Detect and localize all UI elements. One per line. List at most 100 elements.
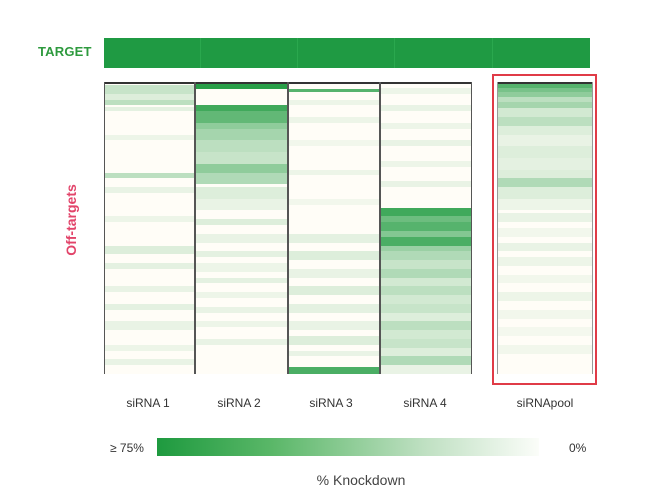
heatmap-band <box>289 321 379 331</box>
heatmap-band <box>105 216 194 223</box>
heatmap-band <box>381 365 471 374</box>
heatmap-band <box>196 172 287 185</box>
heatmap-band <box>498 92 592 97</box>
heatmap-column-sirna-4 <box>380 82 472 374</box>
heatmap-band <box>381 312 471 322</box>
heatmap-band <box>381 230 471 237</box>
heatmap-band <box>196 122 287 129</box>
heatmap-band <box>498 274 592 284</box>
heatmap-band <box>381 216 471 223</box>
heatmap-band <box>381 356 471 366</box>
heatmap-band <box>196 277 287 284</box>
heatmap-band <box>381 251 471 261</box>
heatmap-band <box>289 350 379 357</box>
heatmap-band <box>498 228 592 237</box>
heatmap-band <box>105 245 194 255</box>
heatmap-band <box>381 295 471 304</box>
heatmap-band <box>289 303 379 313</box>
heatmap-band <box>196 111 287 123</box>
heatmap-band <box>105 187 194 193</box>
heatmap-band <box>289 198 379 205</box>
heatmap-band <box>381 140 471 147</box>
heatmap-band <box>196 128 287 141</box>
heatmap-band <box>381 207 471 217</box>
heatmap-column-sirna-3 <box>288 82 380 374</box>
heatmap-band <box>196 105 287 112</box>
heatmap-band <box>498 178 592 188</box>
heatmap-band <box>381 338 471 348</box>
heatmap-band <box>381 222 471 231</box>
heatmap-band <box>498 87 592 93</box>
column-label-sirna-3: siRNA 3 <box>309 396 353 410</box>
heatmap-band <box>289 286 379 296</box>
heatmap-band <box>105 286 194 293</box>
heatmap-band <box>381 105 471 112</box>
heatmap-band <box>196 338 287 345</box>
heatmap-band <box>196 233 287 243</box>
heatmap-band <box>381 122 471 129</box>
heatmap-column-sirna-2 <box>195 82 288 374</box>
legend-min-label: ≥ 75% <box>110 441 144 455</box>
heatmap-band <box>498 292 592 301</box>
heatmap-band <box>381 286 471 296</box>
heatmap-band <box>498 117 592 126</box>
heatmap-band <box>498 242 592 252</box>
heatmap-band <box>105 99 194 106</box>
heatmap-band <box>498 327 592 337</box>
legend-title: % Knockdown <box>316 472 406 488</box>
heatmap-band <box>196 292 287 299</box>
legend-gradient-bar <box>157 438 539 456</box>
heatmap-band <box>196 163 287 173</box>
heatmap-band <box>196 152 287 164</box>
legend-max-label: 0% <box>569 441 587 455</box>
heatmap-band <box>381 181 471 188</box>
heatmap-band <box>289 140 379 147</box>
target-bar <box>104 38 590 68</box>
heatmap-band <box>105 263 194 269</box>
heatmap-band <box>289 233 379 243</box>
column-label-sirna-1: siRNA 1 <box>126 396 170 410</box>
heatmap-band <box>289 336 379 345</box>
heatmap-band <box>196 263 287 272</box>
heatmap-band <box>105 344 194 351</box>
heatmap-band <box>196 82 287 90</box>
column-label-sirnapool: siRNApool <box>516 396 574 410</box>
heatmap-band <box>498 187 592 199</box>
heatmap-band <box>498 83 592 88</box>
heatmap-band <box>289 169 379 176</box>
heatmap-band <box>105 106 194 112</box>
heatmap-band <box>105 172 194 179</box>
heatmap-band <box>289 268 379 278</box>
heatmap-band <box>498 257 592 266</box>
heatmap-band <box>498 157 592 170</box>
heatmap-band <box>105 93 194 100</box>
heatmap-band <box>381 303 471 313</box>
heatmap-band <box>289 117 379 123</box>
heatmap-band <box>196 140 287 153</box>
heatmap-band <box>105 321 194 331</box>
sirnapool-highlight-box <box>492 74 597 385</box>
heatmap-band <box>196 219 287 226</box>
heatmap-band <box>105 359 194 366</box>
heatmap-band <box>105 134 194 141</box>
heatmap-band <box>196 251 287 258</box>
offtargets-label: Off-targets <box>63 184 79 256</box>
heatmap-band <box>381 160 471 167</box>
heatmap-band <box>381 330 471 339</box>
heatmap-band <box>196 321 287 328</box>
heatmap-band <box>196 306 287 313</box>
heatmap-band <box>381 87 471 94</box>
heatmap-band <box>498 344 592 354</box>
column-label-sirna-2: siRNA 2 <box>217 396 261 410</box>
heatmap-band <box>498 102 592 109</box>
heatmap-band <box>498 213 592 223</box>
heatmap-band <box>381 260 471 269</box>
heatmap-band <box>498 169 592 179</box>
heatmap-band <box>381 245 471 252</box>
heatmap-band <box>289 89 379 93</box>
heatmap-band <box>498 96 592 103</box>
heatmap-column-sirnapool <box>497 82 593 374</box>
heatmap-band <box>498 125 592 135</box>
target-label: TARGET <box>38 44 92 59</box>
heatmap-band <box>289 99 379 106</box>
